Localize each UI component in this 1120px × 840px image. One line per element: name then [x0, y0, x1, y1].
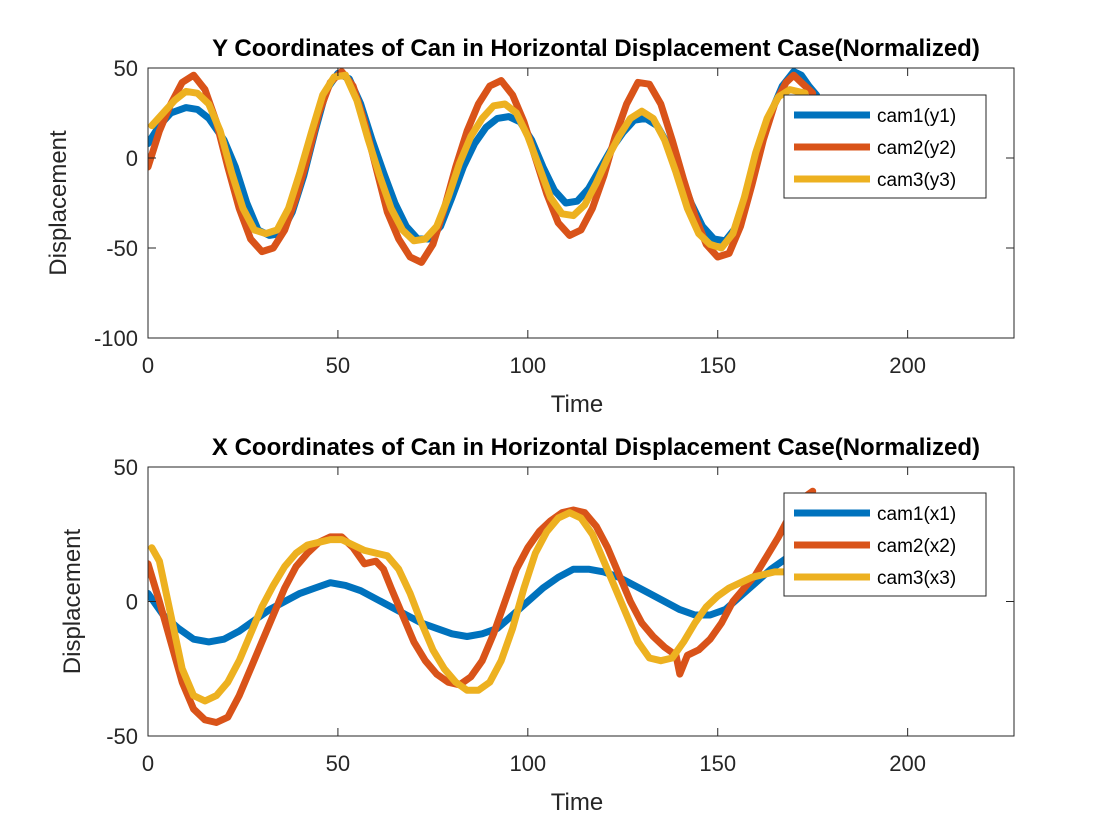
series-line-cam2-x2: [148, 487, 817, 726]
y-tick-label: 50: [114, 56, 138, 81]
x-tick-label: 50: [326, 353, 350, 378]
y-tick-label: -50: [106, 236, 138, 261]
x-tick-label: 150: [699, 751, 736, 776]
series-line-cam3-y3: [148, 71, 809, 252]
y-tick-label: -100: [94, 326, 138, 351]
y-axis-label: Displacement: [59, 528, 86, 674]
series-line-cam2-y2: [148, 68, 817, 266]
x-axis-label: Time: [551, 391, 603, 418]
x-tick-label: 200: [889, 353, 926, 378]
legend-entry-label: cam3(x3): [877, 568, 956, 589]
series-lines: [148, 487, 817, 726]
series-lines: [148, 68, 820, 266]
legend-entry-label: cam2(y2): [877, 138, 956, 159]
y-tick-label: -50: [106, 724, 138, 749]
x-tick-label: 200: [889, 751, 926, 776]
legend-entry-label: cam2(x2): [877, 536, 956, 557]
chart-title: X Coordinates of Can in Horizontal Displ…: [212, 434, 980, 461]
x-tick-label: 0: [142, 751, 154, 776]
x-axis-label: Time: [551, 789, 603, 816]
chart-title: Y Coordinates of Can in Horizontal Displ…: [212, 35, 980, 62]
series-line-cam3-x3: [148, 509, 801, 705]
legend: cam1(y1) cam2(y2) cam3(y3): [783, 94, 987, 199]
legend-entry-label: cam1(x1): [877, 504, 956, 525]
legend-entry-label: cam1(y1): [877, 106, 956, 127]
x-tick-label: 0: [142, 353, 154, 378]
x-tick-label: 50: [326, 751, 350, 776]
y-axis-label: Displacement: [45, 130, 72, 276]
x-tick-label: 100: [509, 751, 546, 776]
legend-entry-label: cam3(y3): [877, 170, 956, 191]
legend: cam1(x1) cam2(x2) cam3(x3): [783, 492, 987, 597]
y-tick-label: 0: [126, 146, 138, 171]
x-tick-label: 150: [699, 353, 736, 378]
chart-y-coordinates: 0 50 100 150 200 -100 -50 0 50 Y Coordinates of C…: [45, 35, 1015, 418]
axes-box: [147, 67, 1015, 339]
y-tick-label: 0: [126, 590, 138, 615]
x-tick-label: 100: [509, 353, 546, 378]
y-tick-label: 50: [114, 455, 138, 480]
